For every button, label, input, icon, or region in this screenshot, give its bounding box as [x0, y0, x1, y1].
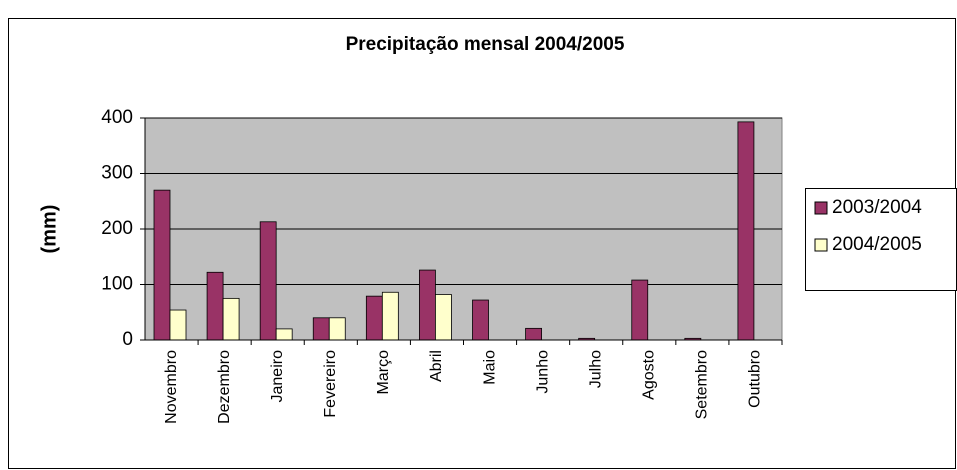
- x-tick-label: Julho: [587, 350, 604, 388]
- y-tick-label: 0: [122, 329, 133, 350]
- bar: [472, 299, 489, 341]
- x-tick-label: Agosto: [641, 350, 658, 400]
- x-tick-label: Janeiro: [269, 350, 286, 403]
- bar: [631, 279, 649, 341]
- bar: [312, 317, 330, 341]
- legend-label: 2004/2005: [832, 234, 922, 255]
- x-tick-label: Fevereiro: [322, 350, 339, 418]
- legend-swatch: [814, 238, 828, 252]
- bar: [259, 221, 277, 341]
- bar: [435, 294, 452, 341]
- y-tick-label: 100: [101, 274, 133, 295]
- legend-label: 2003/2004: [832, 197, 922, 218]
- x-tick-label: Maio: [481, 350, 498, 385]
- x-tick-label: Março: [375, 350, 392, 395]
- x-tick-label: Novembro: [163, 350, 180, 424]
- x-tick-label: Dezembro: [216, 350, 233, 424]
- bar: [222, 297, 240, 341]
- y-tick-label: 200: [101, 218, 133, 239]
- x-tick-label: Junho: [534, 350, 551, 394]
- bar: [328, 317, 346, 341]
- x-tick-label: Outubro: [747, 350, 764, 408]
- x-tick-label: Abril: [428, 350, 445, 382]
- legend-box: [805, 188, 957, 291]
- bar: [169, 309, 187, 341]
- bar: [365, 295, 383, 341]
- x-tick-label: Setembro: [694, 350, 711, 419]
- chart-title: Precipitação mensal 2004/2005: [346, 34, 625, 55]
- bar: [381, 291, 399, 341]
- bar: [737, 121, 755, 341]
- bar: [525, 327, 542, 341]
- y-axis-label: (mm): [38, 205, 60, 254]
- y-tick-label: 300: [101, 163, 133, 184]
- bar: [275, 328, 293, 341]
- legend-swatch: [814, 201, 828, 215]
- bar: [419, 269, 436, 341]
- bar: [206, 271, 224, 341]
- y-tick-label: 400: [101, 107, 133, 128]
- bar: [153, 189, 171, 341]
